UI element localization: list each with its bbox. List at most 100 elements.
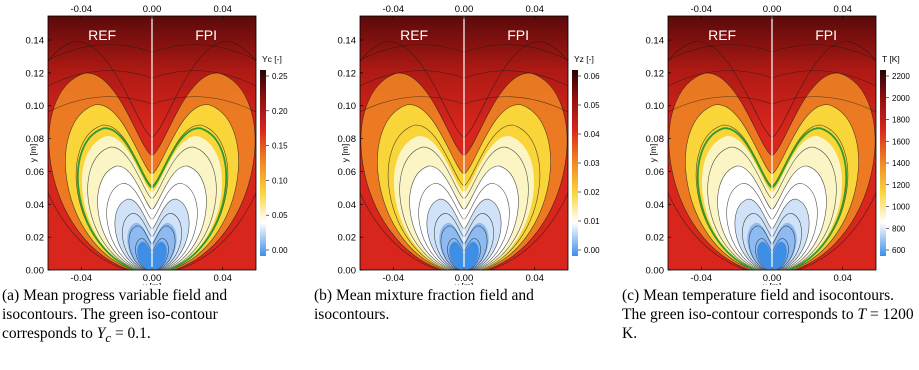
y-tick-label: 0.02	[26, 233, 45, 244]
y-tick-label: 0.08	[338, 134, 357, 145]
colorbar-tick-label: 1400	[892, 159, 910, 168]
y-tick-label: 0.12	[338, 68, 357, 79]
field-plot-c: REF FPI -0.04 0.00 0.04 -0.04 0.00 0.04 x [m] 0.1…	[646, 4, 911, 285]
y-tick-label: 0.04	[646, 200, 665, 211]
colorbar-title: T [K]	[882, 54, 900, 64]
figure-panel-b: REF FPI -0.04 0.00 0.04 -0.04 0.00 0.04 x [m] 0.1…	[312, 0, 612, 370]
contour-field	[360, 16, 568, 270]
colorbar-tick-label: 1000	[892, 203, 910, 212]
ref-label: REF	[400, 27, 428, 43]
y-tick-label: 0.00	[646, 266, 665, 277]
colorbar-tick-label: 1600	[892, 137, 910, 146]
colorbar-tick-label: 0.10	[272, 176, 288, 185]
colorbar-tick-label: 0.00	[584, 246, 600, 255]
y-tick-label: 0.02	[338, 233, 357, 244]
y-tick-label: 0.02	[646, 233, 665, 244]
top-tick-label: 0.04	[213, 4, 232, 15]
colorbar-tick-label: 0.15	[272, 142, 288, 151]
colorbar-title: Yc [-]	[262, 54, 282, 64]
y-axis-label: y [m]	[340, 144, 350, 162]
top-tick-label: -0.04	[690, 4, 712, 15]
top-tick-label: 0.00	[455, 4, 474, 15]
top-tick-label: -0.04	[70, 4, 92, 15]
colorbar-tick-label: 0.02	[584, 188, 600, 197]
caption-b-prefix: (b) Mean mixture fraction field and isoc…	[314, 287, 534, 323]
colorbar-tick-label: 800	[892, 224, 906, 233]
colorbar-tick-label: 1800	[892, 116, 910, 125]
colorbar-tick-label: 0.06	[584, 72, 600, 81]
ref-label: REF	[708, 27, 736, 43]
field-plot-b: REF FPI -0.04 0.00 0.04 -0.04 0.00 0.04 x [m] 0.1…	[338, 4, 601, 285]
figure-panel-c: REF FPI -0.04 0.00 0.04 -0.04 0.00 0.04 x [m] 0.1…	[620, 0, 919, 370]
caption-a-sub: c	[105, 330, 112, 346]
y-tick-label: 0.12	[26, 68, 45, 79]
fpi-label: FPI	[815, 27, 837, 43]
field-plot-a: REF FPI -0.04 0.00 0.04 -0.04 0.00 0.04 x [m] 0.1…	[26, 4, 289, 285]
bottom-tick-label: 0.04	[525, 273, 544, 284]
x-axis-label: x [m]	[143, 281, 161, 285]
colorbar-tick-label: 0.05	[272, 211, 288, 220]
y-tick-label: 0.00	[26, 266, 45, 277]
bottom-tick-label: 0.00	[143, 273, 162, 284]
top-tick-label: 0.00	[763, 4, 782, 15]
colorbar-tick-label: 0.03	[584, 159, 600, 168]
bottom-tick-label: -0.04	[70, 273, 92, 284]
y-tick-label: 0.04	[26, 200, 45, 211]
y-tick-label: 0.10	[338, 101, 357, 112]
caption-c-suffix: = 1200 K.	[622, 306, 914, 342]
figure-panel-a: REF FPI -0.04 0.00 0.04 -0.04 0.00 0.04 x [m] 0.1…	[0, 0, 300, 370]
y-tick-label: 0.10	[26, 101, 45, 112]
top-tick-label: 0.00	[143, 4, 162, 15]
colorbar-tick-label: 0.25	[272, 72, 288, 81]
y-tick-label: 0.04	[338, 200, 357, 211]
y-tick-label: 0.14	[646, 36, 665, 47]
caption-a-suffix: = 0.1.	[111, 325, 151, 342]
x-axis-label: x [m]	[455, 281, 473, 285]
y-tick-label: 0.14	[26, 36, 45, 47]
y-tick-label: 0.10	[646, 101, 665, 112]
bottom-tick-label: -0.04	[690, 273, 712, 284]
colorbar-tick-label: 0.20	[272, 107, 288, 116]
colorbar-title: Yz [-]	[574, 54, 594, 64]
caption-a-prefix: (a) Mean progress variable field and iso…	[2, 287, 228, 342]
x-axis-label: x [m]	[763, 281, 781, 285]
y-axis-label: y [m]	[648, 144, 658, 162]
caption-c-prefix: (c) Mean temperature field and isocontou…	[622, 287, 895, 323]
top-tick-label: -0.04	[382, 4, 404, 15]
bottom-tick-label: 0.04	[833, 273, 852, 284]
caption-b: (b) Mean mixture fraction field and isoc…	[314, 286, 604, 324]
bottom-tick-label: 0.00	[455, 273, 474, 284]
colorbar-tick-label: 1200	[892, 181, 910, 190]
y-tick-label: 0.12	[646, 68, 665, 79]
top-tick-label: 0.04	[833, 4, 852, 15]
bottom-tick-label: 0.00	[763, 273, 782, 284]
y-tick-label: 0.08	[26, 134, 45, 145]
y-tick-label: 0.00	[338, 266, 357, 277]
caption-c-math: T	[857, 306, 867, 323]
y-tick-label: 0.06	[338, 167, 357, 178]
colorbar	[572, 70, 578, 256]
y-tick-label: 0.06	[26, 167, 45, 178]
bottom-tick-label: 0.04	[213, 273, 232, 284]
colorbar-tick-label: 0.00	[272, 246, 288, 255]
contour-field	[668, 16, 876, 270]
colorbar-tick-label: 2000	[892, 94, 910, 103]
caption-c: (c) Mean temperature field and isocontou…	[622, 286, 918, 343]
contour-field	[48, 16, 256, 270]
colorbar-tick-label: 600	[892, 246, 906, 255]
fpi-label: FPI	[195, 27, 217, 43]
y-tick-label: 0.06	[646, 167, 665, 178]
ref-label: REF	[88, 27, 116, 43]
colorbar-tick-label: 0.04	[584, 130, 600, 139]
colorbar-tick-label: 0.01	[584, 217, 600, 226]
caption-a: (a) Mean progress variable field and iso…	[2, 286, 292, 347]
y-axis-label: y [m]	[28, 144, 38, 162]
top-tick-label: 0.04	[525, 4, 544, 15]
caption-a-math: Y	[96, 325, 106, 342]
colorbar	[880, 70, 886, 256]
fpi-label: FPI	[507, 27, 529, 43]
y-tick-label: 0.14	[338, 36, 357, 47]
colorbar-tick-label: 2200	[892, 72, 910, 81]
bottom-tick-label: -0.04	[382, 273, 404, 284]
colorbar-tick-label: 0.05	[584, 101, 600, 110]
